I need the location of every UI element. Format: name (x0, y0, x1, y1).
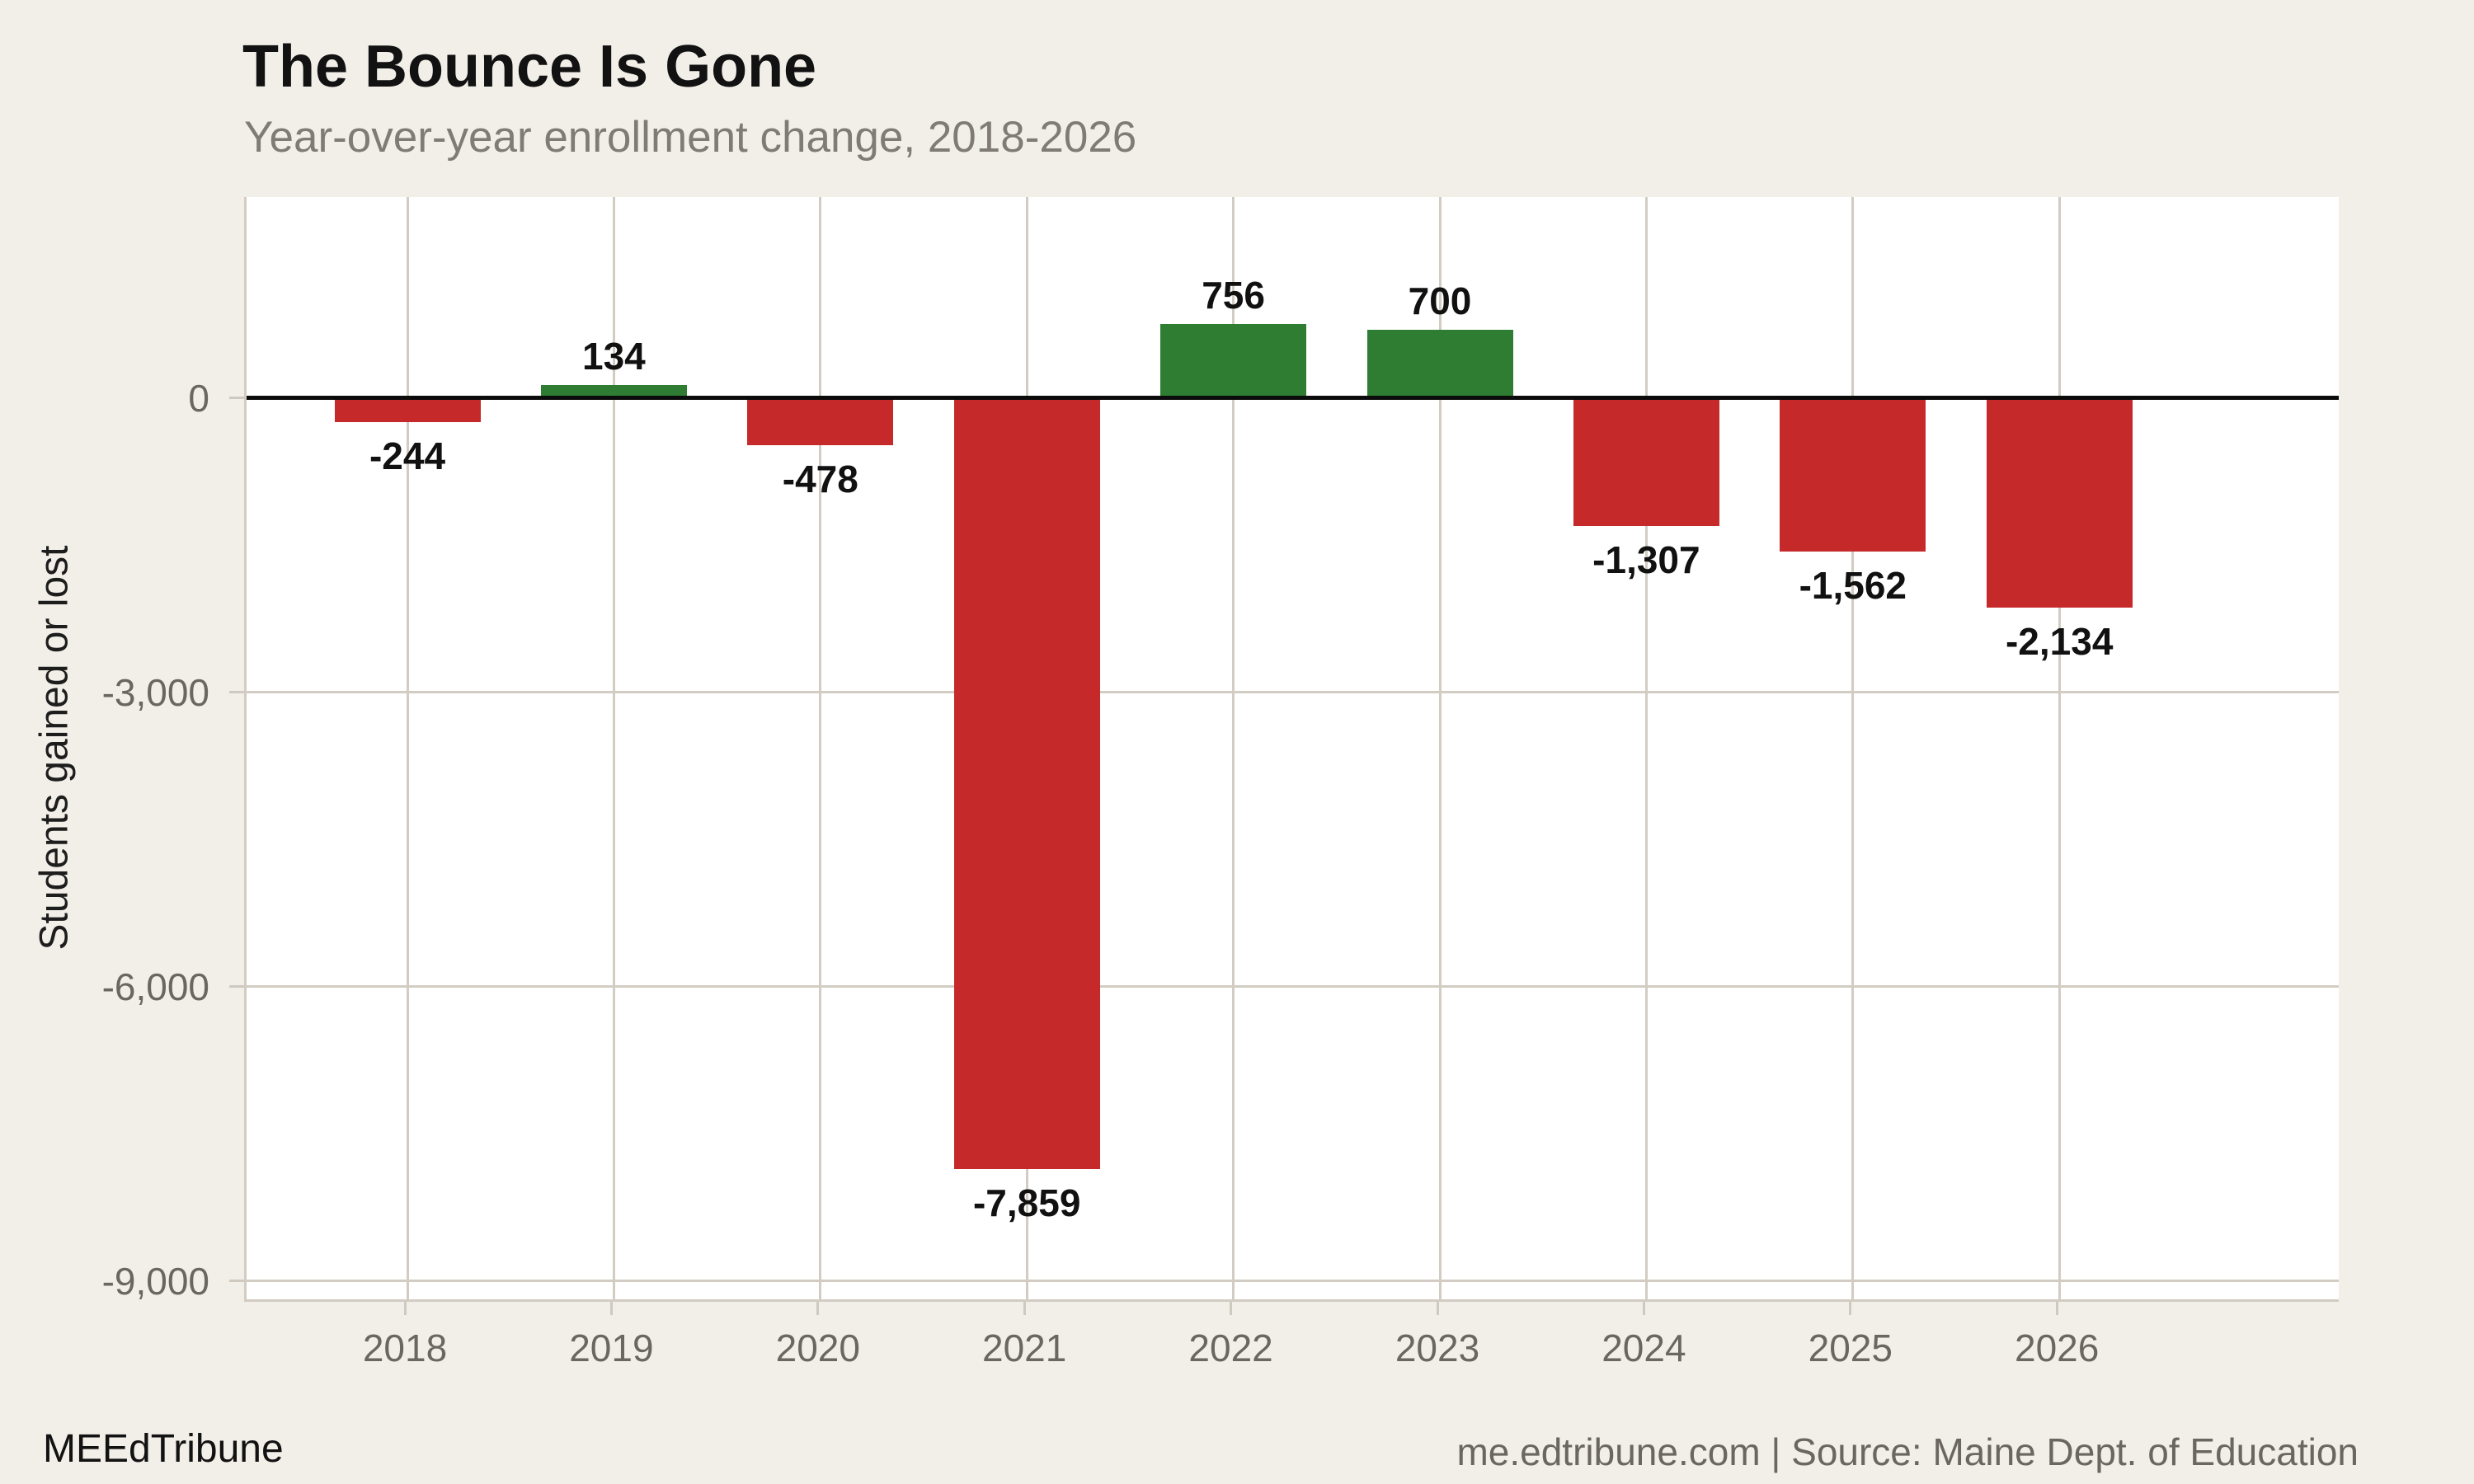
x-tick-label-2025: 2025 (1808, 1327, 1893, 1369)
plot-area: -244 134 -478 -7,859 756 700 -1,307 -1,562 -2,13… (244, 197, 2339, 1302)
bar-2022 (1160, 323, 1307, 398)
bar-value-label: -1,307 (1592, 538, 1700, 582)
v-gridline (819, 197, 822, 1299)
y-tick-label: -9,000 (101, 1259, 209, 1303)
y-tick-label: 0 (188, 376, 209, 420)
y-tick-label: -6,000 (101, 965, 209, 1008)
bar-2021 (953, 397, 1100, 1170)
v-gridline (2058, 197, 2061, 1299)
bar-value-label: -7,859 (972, 1181, 1081, 1225)
v-gridline (1644, 197, 1648, 1299)
bar-value-label: -2,134 (2005, 619, 2114, 663)
x-axis-tick (816, 1302, 820, 1315)
x-axis-tick (1849, 1302, 1852, 1315)
bar-2023 (1366, 329, 1513, 398)
v-gridline (406, 197, 409, 1299)
v-gridline (1438, 197, 1442, 1299)
bar-value-label: -478 (782, 457, 858, 500)
bar-value-label: 700 (1408, 279, 1472, 322)
source-attribution: me.edtribune.com | Source: Maine Dept. o… (1456, 1430, 2359, 1473)
y-axis-tick (229, 985, 244, 989)
x-axis-tick (1023, 1302, 1026, 1315)
y-tick-label: -3,000 (101, 670, 209, 714)
v-gridline (1232, 197, 1235, 1299)
y-axis-tick (229, 691, 244, 694)
h-gridline (247, 1280, 2339, 1283)
x-axis-tick (1642, 1302, 1645, 1315)
bar-value-label: -244 (369, 434, 446, 477)
bar-2026 (1986, 397, 2133, 608)
h-gridline (247, 985, 2339, 989)
chart-subtitle: Year-over-year enrollment change, 2018-2… (244, 113, 1137, 162)
bar-value-label: -1,562 (1799, 563, 1907, 607)
y-axis-tick (229, 397, 244, 400)
v-gridline (612, 197, 615, 1299)
chart-title: The Bounce Is Gone (242, 34, 817, 100)
bar-value-label: 134 (582, 335, 646, 378)
bar-2024 (1573, 397, 1719, 527)
y-axis-tick (229, 1280, 244, 1283)
x-tick-label-2019: 2019 (569, 1327, 654, 1369)
x-axis-tick (609, 1302, 613, 1315)
x-axis-tick (403, 1302, 407, 1315)
bar-2019 (540, 385, 687, 398)
x-tick-label-2020: 2020 (775, 1327, 860, 1369)
x-axis-tick (2055, 1302, 2058, 1315)
y-axis-title: Students gained or lost (32, 545, 77, 951)
h-gridline (247, 691, 2339, 694)
v-gridline (1851, 197, 1855, 1299)
bar-2025 (1780, 397, 1926, 552)
x-tick-label-2023: 2023 (1395, 1327, 1480, 1369)
source-org-label: MEEdTribune (43, 1427, 284, 1471)
bar-2018 (334, 397, 481, 422)
x-axis-tick (1230, 1302, 1233, 1315)
bar-value-label: 756 (1202, 273, 1265, 317)
x-tick-label-2024: 2024 (1602, 1327, 1686, 1369)
x-axis-tick (1436, 1302, 1439, 1315)
bar-2020 (747, 397, 894, 445)
x-tick-label-2018: 2018 (362, 1327, 448, 1369)
zero-baseline (247, 396, 2339, 401)
x-tick-label-2026: 2026 (2015, 1327, 2100, 1369)
x-tick-label-2021: 2021 (982, 1327, 1067, 1369)
x-tick-label-2022: 2022 (1188, 1327, 1273, 1369)
